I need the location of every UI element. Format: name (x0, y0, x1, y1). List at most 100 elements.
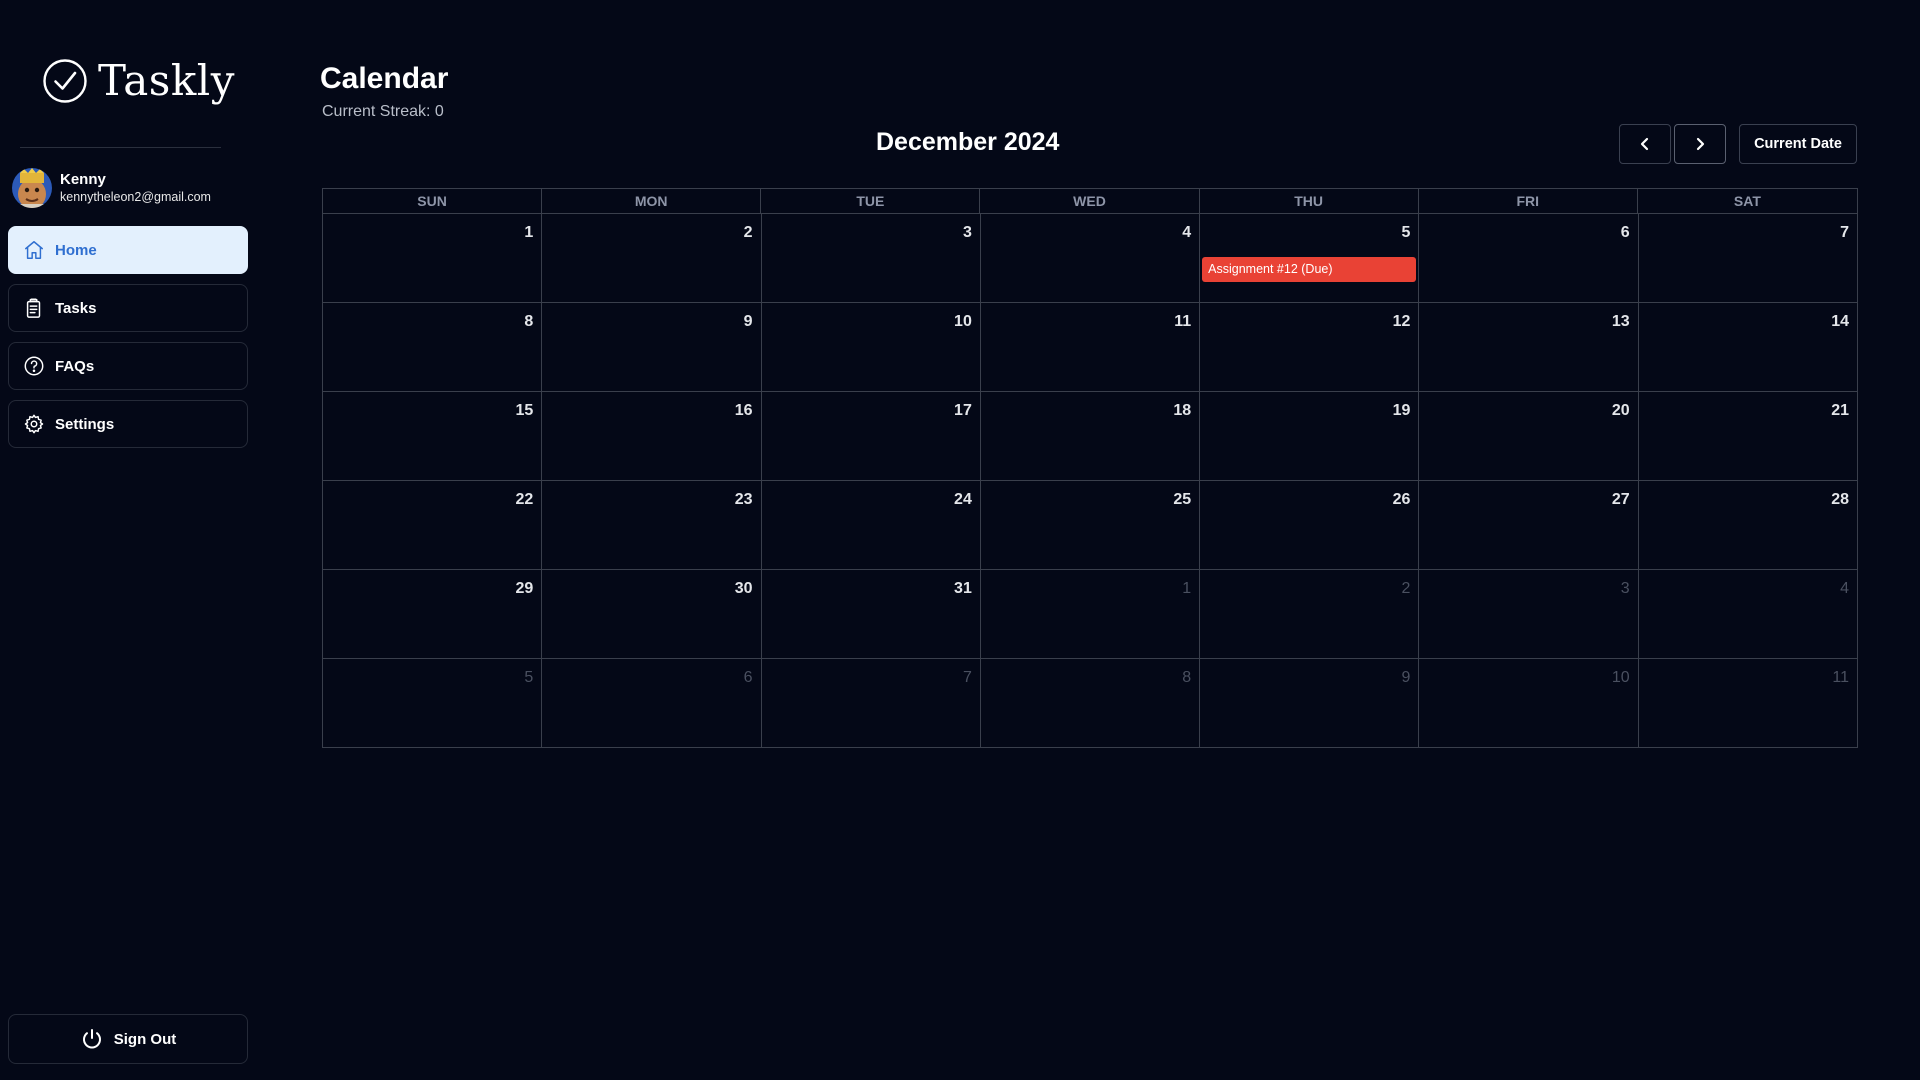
calendar-day-cell[interactable]: 9 (542, 303, 762, 392)
calendar-day-cell[interactable]: 28 (1638, 481, 1858, 570)
calendar-day-cell[interactable]: 30 (542, 570, 762, 659)
calendar-day-cell[interactable]: 9 (1200, 659, 1420, 748)
streak-text: Current Streak: 0 (322, 103, 444, 120)
day-number: 8 (1182, 669, 1192, 686)
user-profile[interactable]: Kenny kennytheleon2@gmail.com (12, 168, 211, 208)
calendar-day-cell[interactable]: 21 (1638, 392, 1858, 481)
calendar-day-cell[interactable]: 4 (980, 214, 1201, 303)
calendar-day-cell[interactable]: 3 (761, 214, 981, 303)
next-month-button[interactable] (1674, 124, 1726, 164)
day-number: 8 (524, 313, 534, 330)
sign-out-button[interactable]: Sign Out (8, 1014, 248, 1064)
day-number: 3 (1620, 580, 1630, 597)
calendar-day-cell[interactable]: 7 (761, 659, 981, 748)
app-name: Taskly (98, 56, 235, 105)
calendar-day-cell[interactable]: 1 (980, 570, 1201, 659)
day-number: 11 (1832, 669, 1849, 686)
sidebar-item-settings[interactable]: Settings (8, 400, 248, 448)
day-number: 4 (1840, 580, 1849, 597)
calendar-day-cell[interactable]: 27 (1419, 481, 1639, 570)
user-name: Kenny (60, 171, 106, 188)
day-number: 22 (515, 491, 534, 508)
calendar-day-cell[interactable]: 25 (980, 481, 1201, 570)
calendar-day-cell[interactable]: 3 (1419, 570, 1639, 659)
day-number: 19 (1392, 402, 1411, 419)
calendar-day-cell[interactable]: 2 (542, 214, 762, 303)
sidebar-item-label: Settings (55, 415, 115, 433)
calendar-day-cell[interactable]: 23 (542, 481, 762, 570)
prev-month-button[interactable] (1619, 124, 1671, 164)
calendar-day-cell[interactable]: 31 (761, 570, 981, 659)
day-number: 15 (515, 402, 534, 419)
sidebar-item-label: Home (55, 241, 97, 259)
calendar-day-cell[interactable]: 1 (323, 214, 543, 303)
day-number: 2 (1401, 580, 1411, 597)
calendar-day-cell[interactable]: 5 (323, 659, 543, 748)
calendar-day-cell[interactable]: 22 (323, 481, 543, 570)
month-title: December 2024 (876, 128, 1060, 156)
sidebar-item-faqs[interactable]: FAQs (8, 342, 248, 390)
day-number: 28 (1831, 491, 1849, 508)
question-circle-icon (24, 356, 44, 376)
day-number: 3 (962, 224, 972, 241)
calendar-day-cell[interactable]: 29 (323, 570, 543, 659)
calendar-day-cell[interactable]: 10 (761, 303, 981, 392)
day-number: 5 (524, 669, 534, 686)
day-number: 24 (954, 491, 972, 508)
calendar-day-cell[interactable]: 15 (323, 392, 543, 481)
page-title: Calendar (320, 62, 449, 95)
day-number: 10 (954, 313, 972, 330)
weekday-header: SUN MON TUE WED THU FRI SAT (322, 188, 1858, 213)
event-badge[interactable]: Assignment #12 (Due) (1202, 257, 1417, 282)
day-number: 5 (1401, 224, 1411, 241)
calendar-day-cell[interactable]: 4 (1638, 570, 1858, 659)
calendar-day-cell[interactable]: 6 (1419, 214, 1639, 303)
calendar-day-cell[interactable]: 6 (542, 659, 762, 748)
calendar-day-cell[interactable]: 11 (1638, 659, 1858, 748)
current-date-button[interactable]: Current Date (1739, 124, 1857, 164)
calendar-day-cell[interactable]: 13 (1419, 303, 1639, 392)
day-number: 14 (1831, 313, 1849, 330)
clipboard-icon (26, 298, 41, 318)
weekday-mon: MON (542, 189, 762, 213)
calendar-day-cell[interactable]: 10 (1419, 659, 1639, 748)
sidebar-divider (20, 147, 221, 148)
calendar-day-cell[interactable]: 8 (980, 659, 1201, 748)
day-number: 12 (1392, 313, 1411, 330)
day-number: 18 (1173, 402, 1192, 419)
day-number: 30 (734, 580, 753, 597)
chevron-left-icon (1640, 137, 1649, 151)
weekday-fri: FRI (1419, 189, 1638, 213)
day-number: 6 (743, 669, 753, 686)
calendar-day-cell[interactable]: 8 (323, 303, 543, 392)
day-number: 1 (1182, 580, 1192, 597)
calendar-day-cell[interactable]: 2 (1200, 570, 1420, 659)
day-number: 11 (1174, 313, 1192, 330)
sidebar-nav: Home Tasks FAQs Settings (8, 226, 248, 458)
day-number: 20 (1611, 402, 1630, 419)
day-number: 7 (1840, 224, 1849, 241)
calendar-day-cell[interactable]: 20 (1419, 392, 1639, 481)
calendar-day-cell[interactable]: 11 (980, 303, 1201, 392)
calendar-day-cell[interactable]: 16 (542, 392, 762, 481)
calendar-day-cell[interactable]: 5 Assignment #12 (Due) (1200, 214, 1420, 303)
calendar-day-cell[interactable]: 18 (980, 392, 1201, 481)
day-number: 27 (1611, 491, 1630, 508)
calendar-day-cell[interactable]: 19 (1200, 392, 1420, 481)
calendar-day-cell[interactable]: 14 (1638, 303, 1858, 392)
calendar-day-cell[interactable]: 17 (761, 392, 981, 481)
calendar-day-cell[interactable]: 24 (761, 481, 981, 570)
sidebar-item-label: Tasks (55, 299, 97, 317)
sidebar-item-home[interactable]: Home (8, 226, 248, 274)
day-number: 1 (524, 224, 534, 241)
gear-icon (24, 414, 44, 434)
calendar-day-cell[interactable]: 26 (1200, 481, 1420, 570)
calendar-day-cell[interactable]: 7 (1638, 214, 1858, 303)
sidebar-item-tasks[interactable]: Tasks (8, 284, 248, 332)
calendar-day-cell[interactable]: 12 (1200, 303, 1420, 392)
sign-out-label: Sign Out (113, 1030, 177, 1048)
avatar (12, 168, 52, 208)
day-number: 7 (962, 669, 972, 686)
app-logo[interactable]: Taskly (42, 56, 235, 105)
chevron-right-icon (1696, 137, 1705, 151)
